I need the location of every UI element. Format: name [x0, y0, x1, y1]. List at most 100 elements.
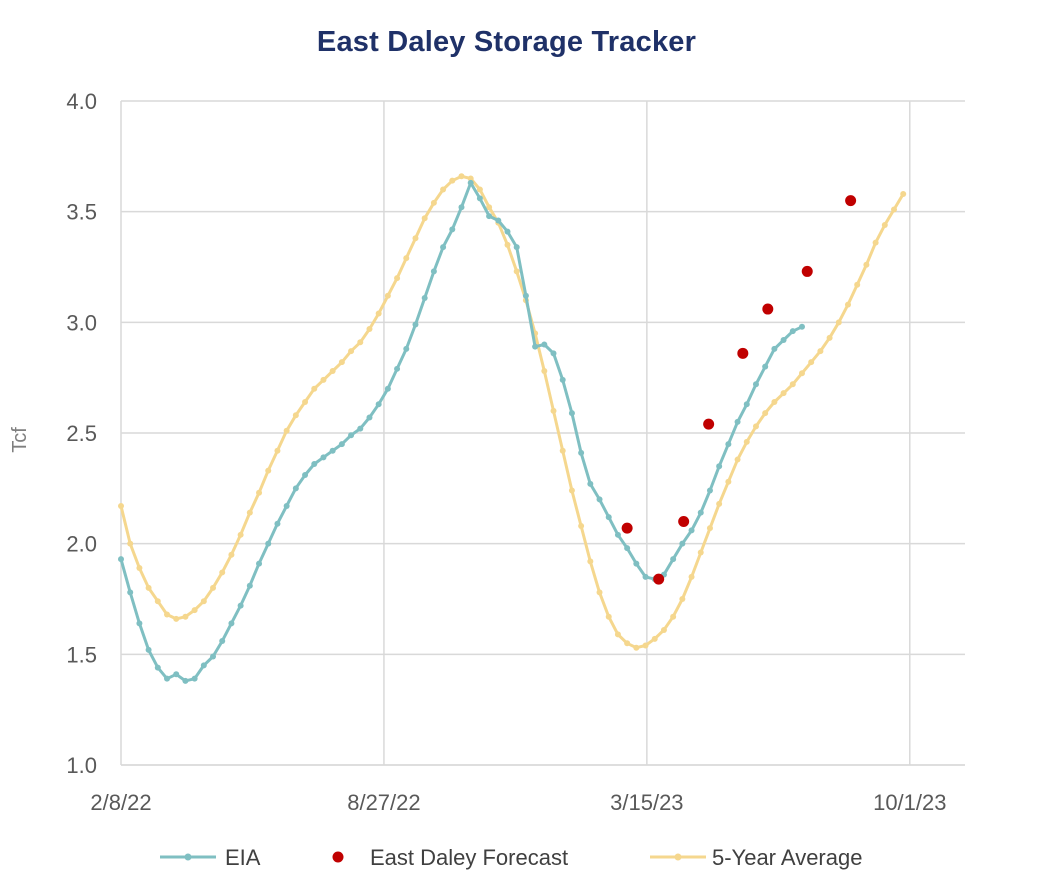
eia-point: [504, 228, 511, 235]
eia-point: [320, 454, 327, 461]
legend-marker-5-year-average: [674, 853, 682, 861]
5-year-average-point: [145, 584, 152, 591]
x-tick-label: 8/27/22: [347, 790, 420, 815]
eia-point: [421, 294, 428, 301]
y-tick-label: 1.0: [66, 753, 97, 778]
eia-point: [246, 582, 253, 589]
eia-point: [384, 385, 391, 392]
5-year-average-point: [311, 385, 318, 392]
eia-point: [164, 675, 171, 682]
east-daley-forecast-point: [703, 418, 715, 430]
eia-point: [734, 418, 741, 425]
5-year-average-point: [467, 175, 474, 182]
eia-point: [210, 653, 217, 660]
5-year-average-point: [541, 368, 548, 375]
legend: EIA East Daley Forecast 5-Year Average: [160, 845, 862, 870]
5-year-average-point: [624, 640, 631, 647]
5-year-average-point: [394, 275, 401, 282]
5-year-average-point: [384, 292, 391, 299]
5-year-average-point: [642, 642, 649, 649]
eia-point: [725, 441, 732, 448]
5-year-average-point: [688, 573, 695, 580]
5-year-average-point: [302, 399, 309, 406]
5-year-average-point: [633, 644, 640, 651]
eia-point: [182, 677, 189, 684]
eia-point: [605, 514, 612, 521]
5-year-average-point: [706, 525, 713, 532]
5-year-average-point: [200, 598, 207, 605]
5-year-average-point: [375, 310, 382, 317]
eia-point: [532, 343, 539, 350]
eia-point: [789, 328, 796, 335]
eia-point: [118, 556, 124, 563]
east-daley-forecast-point: [653, 573, 665, 585]
5-year-average-point: [605, 613, 612, 620]
legend-label-east-daley-forecast: East Daley Forecast: [370, 845, 568, 870]
5-year-average-point: [274, 447, 281, 454]
5-year-average-point: [798, 370, 805, 377]
5-year-average-point: [182, 613, 189, 620]
eia-point: [256, 560, 263, 567]
y-tick-label: 2.5: [66, 421, 97, 446]
series-eia: [118, 179, 805, 684]
eia-point: [614, 531, 621, 538]
east-daley-forecast-point: [621, 522, 633, 534]
5-year-average-point: [164, 611, 171, 618]
5-year-average-point: [568, 487, 575, 494]
y-tick-label: 2.0: [66, 532, 97, 557]
5-year-average-point: [504, 241, 511, 248]
5-year-average-point: [844, 301, 851, 308]
eia-point: [191, 675, 198, 682]
series-east-daley-forecast: [621, 195, 857, 585]
5-year-average-point: [191, 607, 198, 614]
eia-point: [348, 432, 355, 439]
eia-point: [375, 401, 382, 408]
eia-point: [430, 268, 437, 275]
5-year-average-point: [246, 509, 253, 516]
5-year-average-point: [486, 204, 493, 211]
eia-point: [642, 573, 649, 580]
eia-point: [752, 381, 759, 388]
5-year-average-point: [679, 596, 686, 602]
eia-point: [394, 365, 401, 372]
eia-point: [440, 244, 447, 251]
5-year-average-point: [734, 456, 741, 463]
5-year-average-point: [219, 569, 226, 576]
eia-point: [338, 441, 345, 448]
eia-point: [522, 292, 529, 299]
legend-marker-east-daley-forecast: [332, 851, 344, 863]
eia-point: [578, 449, 585, 456]
5-year-average-point: [476, 186, 483, 193]
eia-point: [154, 664, 161, 671]
5-year-average-point: [697, 549, 704, 556]
eia-point: [219, 638, 226, 645]
eia-line: [119, 181, 803, 683]
5-year-average-point: [449, 177, 456, 184]
5-year-average-point: [118, 503, 124, 510]
5-year-average-point: [228, 551, 235, 558]
eia-point: [283, 503, 290, 510]
eia-point: [173, 671, 180, 678]
eia-point: [329, 447, 336, 454]
5-year-average-point: [771, 399, 778, 406]
5-year-average-point: [752, 423, 759, 430]
eia-point: [127, 589, 134, 596]
5-year-average-point: [780, 390, 787, 397]
x-axis: 2/8/22 8/27/22 3/15/23 10/1/23: [90, 764, 965, 815]
eia-point: [458, 204, 465, 211]
eia-point: [357, 425, 364, 432]
5-year-average-point: [265, 467, 272, 474]
eia-point: [228, 620, 235, 627]
5-year-average-point: [716, 500, 723, 507]
y-tick-label: 3.5: [66, 200, 97, 225]
y-tick-label: 4.0: [66, 89, 97, 114]
5-year-average-point: [173, 615, 180, 622]
5-year-average-point: [256, 489, 263, 496]
5-year-average-point: [651, 635, 658, 642]
eia-point: [743, 401, 750, 408]
5-year-average-point: [826, 334, 833, 341]
eia-point: [624, 545, 631, 552]
5-year-average-point: [808, 359, 815, 366]
eia-point: [688, 527, 695, 534]
